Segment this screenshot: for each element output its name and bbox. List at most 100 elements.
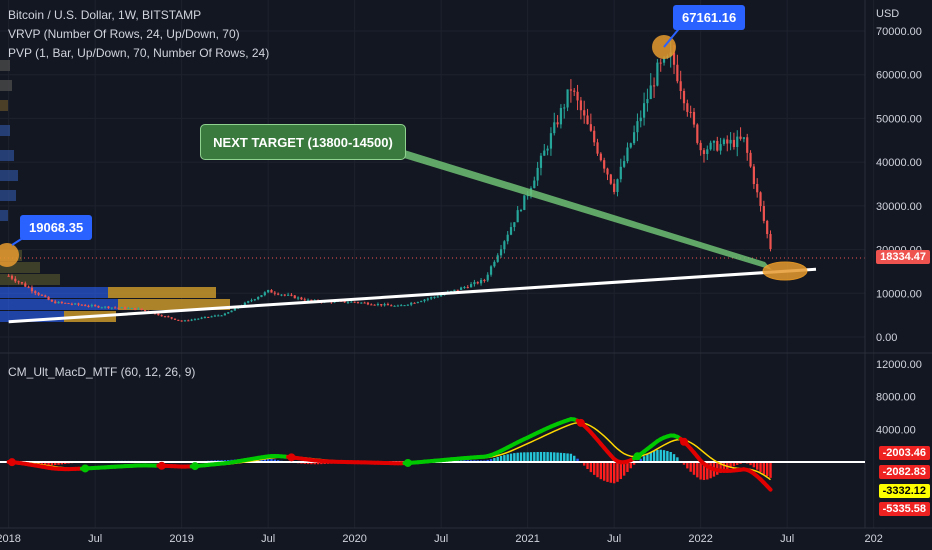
candle-body bbox=[433, 296, 436, 298]
candle-body bbox=[403, 305, 406, 307]
candle-body bbox=[503, 241, 506, 250]
macd-value-tag-4: -5335.58 bbox=[878, 502, 930, 516]
candle-body bbox=[649, 85, 652, 100]
candle-body bbox=[114, 307, 117, 309]
candle-body bbox=[476, 282, 479, 284]
candle-body bbox=[609, 174, 612, 184]
pvp-indicator-label[interactable]: PVP (1, Bar, Up/Down, 70, Number Of Rows… bbox=[8, 46, 270, 60]
candle-body bbox=[213, 315, 217, 317]
candle-body bbox=[94, 305, 97, 307]
candle-body bbox=[749, 152, 752, 167]
candle-body bbox=[423, 299, 426, 302]
macd-histogram-bar bbox=[576, 458, 579, 462]
candle-body bbox=[37, 292, 40, 295]
price-candles bbox=[7, 40, 772, 322]
macd-histogram-bar bbox=[563, 453, 566, 462]
macd-histogram-bar bbox=[759, 462, 762, 473]
volume-profile-row bbox=[0, 190, 16, 201]
candle-body bbox=[729, 139, 732, 144]
candle-body bbox=[646, 99, 649, 104]
macd-value-tag-2: -2082.83 bbox=[878, 465, 930, 479]
candle-body bbox=[343, 300, 346, 303]
macd-value-tag-1: -2003.46 bbox=[878, 446, 930, 460]
candle-body bbox=[346, 302, 350, 304]
candle-body bbox=[413, 302, 416, 304]
target-zone-marker[interactable] bbox=[762, 261, 808, 281]
candle-body bbox=[250, 300, 253, 302]
macd-histogram-bar bbox=[586, 462, 589, 470]
volume-profile-row bbox=[0, 274, 60, 285]
macd-histogram-bar bbox=[652, 450, 656, 462]
macd-histogram-bar bbox=[263, 458, 267, 462]
candle-body bbox=[90, 305, 93, 307]
candle-body bbox=[486, 274, 489, 281]
macd-histogram-bar bbox=[60, 462, 64, 465]
candle-body bbox=[207, 316, 210, 318]
volume-profile-row bbox=[0, 210, 8, 221]
candle-body bbox=[460, 287, 463, 290]
candle-body bbox=[539, 155, 543, 168]
candle-body bbox=[70, 303, 73, 305]
candle-body bbox=[84, 305, 87, 307]
macd-histogram-bar bbox=[642, 456, 646, 462]
candle-body bbox=[277, 293, 280, 295]
low-price-callout[interactable]: 19068.35 bbox=[20, 215, 93, 240]
macd-histogram-bar bbox=[503, 455, 506, 462]
candle-body bbox=[613, 183, 616, 192]
candle-body bbox=[686, 103, 689, 112]
candle-body bbox=[167, 316, 170, 318]
candle-body bbox=[34, 291, 37, 293]
target-projection bbox=[398, 148, 772, 270]
candle-body bbox=[513, 222, 516, 228]
candle-body bbox=[40, 294, 44, 296]
candle-body bbox=[696, 124, 699, 143]
time-tick-label: 2021 bbox=[515, 533, 539, 545]
high-price-callout[interactable]: 67161.16 bbox=[673, 5, 746, 30]
candle-body bbox=[616, 179, 619, 192]
candle-body bbox=[702, 150, 706, 154]
candle-body bbox=[233, 308, 236, 311]
candle-body bbox=[17, 281, 20, 283]
candle-body bbox=[463, 287, 466, 289]
candle-body bbox=[523, 195, 526, 210]
candle-body bbox=[203, 316, 207, 318]
time-tick-label: Jul bbox=[780, 533, 794, 545]
macd-histogram-bar bbox=[632, 462, 636, 465]
candle-body bbox=[732, 139, 736, 147]
candle-body bbox=[14, 278, 17, 282]
macd-histogram-bar bbox=[486, 459, 489, 462]
candle-body bbox=[253, 299, 256, 301]
candle-body bbox=[469, 284, 473, 288]
low-marker[interactable] bbox=[0, 243, 19, 267]
candle-body bbox=[210, 316, 213, 318]
candle-body bbox=[642, 103, 646, 118]
candle-body bbox=[756, 184, 759, 193]
macd-histogram-bar bbox=[709, 462, 712, 479]
candle-body bbox=[636, 121, 639, 133]
price-tick-label: 60000.00 bbox=[876, 70, 922, 82]
candle-body bbox=[719, 144, 722, 151]
volume-profile-row bbox=[0, 100, 8, 111]
next-target-callout[interactable]: NEXT TARGET (13800-14500) bbox=[200, 124, 406, 160]
macd-histogram-bar bbox=[622, 462, 626, 476]
candle-body bbox=[619, 166, 622, 180]
candle-body bbox=[24, 283, 27, 287]
vrvp-indicator-label[interactable]: VRVP (Number Of Rows, 24, Up/Down, 70) bbox=[8, 27, 240, 41]
support-trendline[interactable] bbox=[8, 267, 817, 324]
candle-body bbox=[143, 309, 147, 311]
candle-body bbox=[287, 294, 290, 296]
volume-profile bbox=[0, 60, 230, 322]
volume-profile-row bbox=[0, 262, 40, 273]
candle-body bbox=[769, 234, 772, 249]
macd-histogram-bar bbox=[496, 456, 499, 462]
macd-histogram-bar bbox=[549, 452, 553, 462]
macd-indicator-label[interactable]: CM_Ult_MacD_MTF (60, 12, 26, 9) bbox=[8, 365, 196, 379]
candle-body bbox=[127, 308, 130, 310]
macd-histogram-bar bbox=[686, 462, 689, 469]
candle-body bbox=[659, 62, 662, 64]
candle-body bbox=[752, 166, 755, 185]
symbol-title[interactable]: Bitcoin / U.S. Dollar, 1W, BITSTAMP bbox=[8, 8, 202, 22]
candle-body bbox=[193, 319, 197, 321]
macd-histogram-bar bbox=[519, 452, 523, 462]
